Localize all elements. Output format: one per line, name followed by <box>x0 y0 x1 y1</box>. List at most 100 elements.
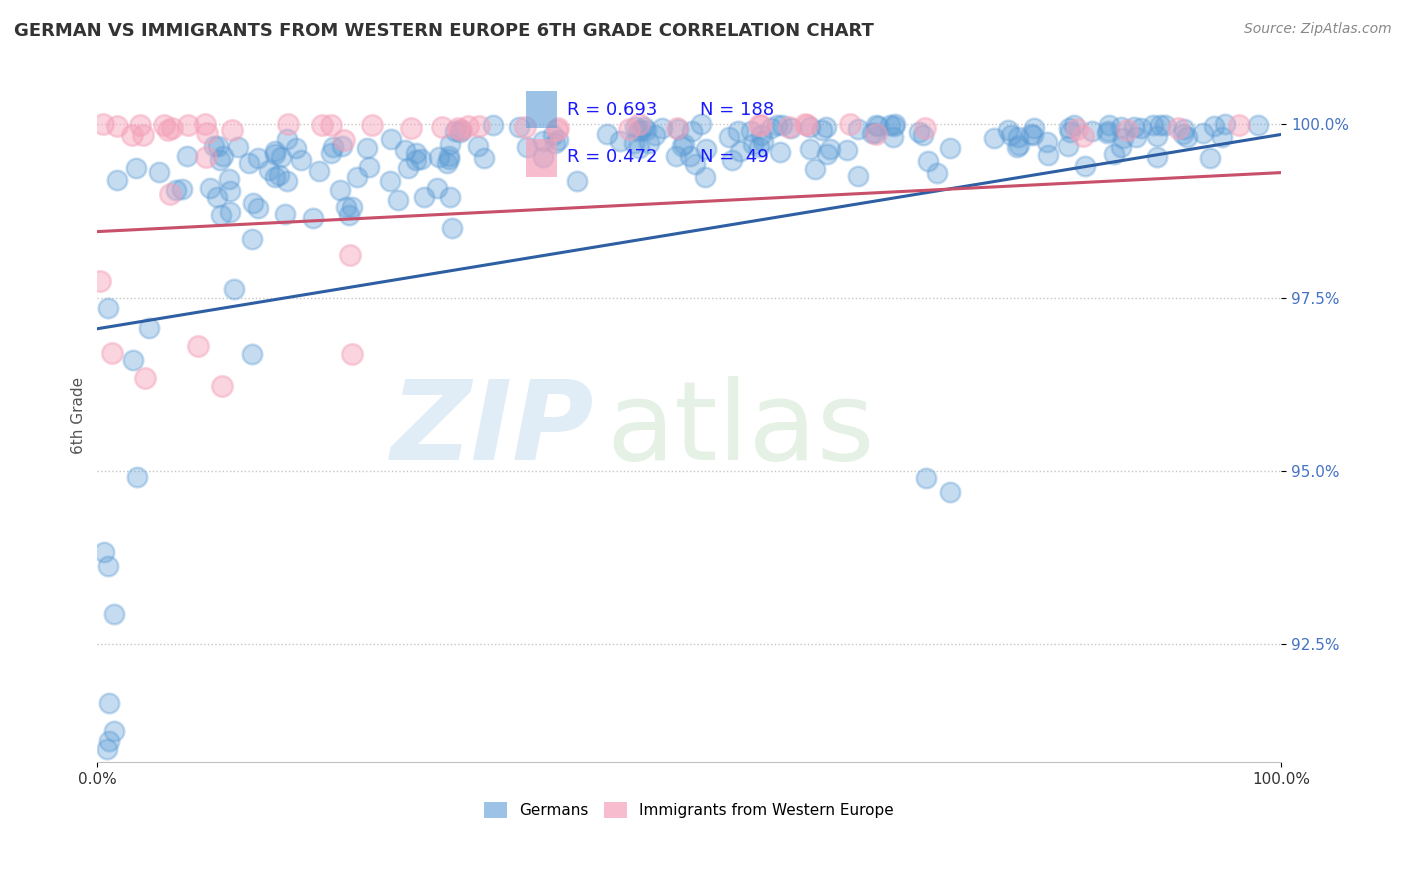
Point <box>439 137 461 152</box>
Point <box>276 174 298 188</box>
Point <box>165 183 187 197</box>
Point <box>159 187 181 202</box>
Point <box>219 205 242 219</box>
Point <box>247 201 270 215</box>
Point <box>644 128 666 142</box>
Point <box>1211 130 1233 145</box>
Point <box>547 121 569 136</box>
Point <box>105 173 128 187</box>
Point <box>134 371 156 385</box>
Point <box>1097 124 1119 138</box>
Point <box>765 118 787 132</box>
Point <box>914 120 936 135</box>
Point <box>238 156 260 170</box>
Point <box>339 248 361 262</box>
Point <box>860 126 883 140</box>
Point <box>447 120 470 135</box>
Point <box>472 151 495 165</box>
Point <box>222 283 245 297</box>
Point <box>1005 140 1028 154</box>
Point <box>482 119 505 133</box>
Point <box>1175 130 1198 145</box>
Point <box>93 545 115 559</box>
Point <box>468 119 491 133</box>
Point <box>596 127 619 141</box>
Point <box>1213 117 1236 131</box>
Point <box>623 136 645 150</box>
Point <box>187 339 209 353</box>
Point <box>276 131 298 145</box>
Point <box>127 470 149 484</box>
Point <box>810 123 832 137</box>
Point <box>1008 137 1031 152</box>
Point <box>97 696 120 710</box>
Point <box>1063 118 1085 132</box>
Point <box>340 347 363 361</box>
Point <box>1125 129 1147 144</box>
Point <box>835 144 858 158</box>
Point <box>405 153 427 168</box>
Point <box>627 141 650 155</box>
Point <box>1007 129 1029 144</box>
Point <box>457 119 479 133</box>
Text: atlas: atlas <box>606 376 875 483</box>
Text: GERMAN VS IMMIGRANTS FROM WESTERN EUROPE 6TH GRADE CORRELATION CHART: GERMAN VS IMMIGRANTS FROM WESTERN EUROPE… <box>14 22 875 40</box>
Point <box>1059 125 1081 139</box>
Point <box>205 190 228 204</box>
FancyBboxPatch shape <box>526 139 557 177</box>
Point <box>1080 123 1102 137</box>
Point <box>1057 120 1080 135</box>
Point <box>925 166 948 180</box>
Point <box>426 181 449 195</box>
Point <box>1022 128 1045 143</box>
Point <box>437 152 460 166</box>
Point <box>121 128 143 142</box>
Text: R = 0.472: R = 0.472 <box>567 148 657 166</box>
Point <box>264 144 287 158</box>
Point <box>396 161 419 175</box>
Point <box>308 164 330 178</box>
Point <box>330 139 353 153</box>
Point <box>630 123 652 137</box>
Point <box>156 123 179 137</box>
Point <box>769 145 792 159</box>
Point <box>1036 135 1059 149</box>
Point <box>938 141 960 155</box>
Point <box>194 117 217 131</box>
Point <box>1173 122 1195 136</box>
Point <box>721 153 744 168</box>
Point <box>1095 126 1118 140</box>
Point <box>671 139 693 153</box>
Point <box>666 121 689 136</box>
Point <box>132 128 155 142</box>
Point <box>983 131 1005 145</box>
Point <box>666 121 689 136</box>
Point <box>412 190 434 204</box>
Point <box>105 119 128 133</box>
Point <box>387 193 409 207</box>
Point <box>761 120 783 135</box>
Point <box>357 160 380 174</box>
Point <box>624 120 647 135</box>
Point <box>97 734 120 748</box>
Point <box>1109 120 1132 135</box>
Point <box>335 200 357 214</box>
Point <box>679 149 702 163</box>
Point <box>440 220 463 235</box>
Point <box>1199 151 1222 165</box>
Point <box>865 127 887 141</box>
Point <box>405 146 427 161</box>
Point <box>302 211 325 225</box>
Point <box>846 122 869 136</box>
Point <box>360 118 382 132</box>
Point <box>103 724 125 739</box>
Point <box>436 155 458 169</box>
Point <box>437 149 460 163</box>
Point <box>879 118 901 132</box>
Point <box>380 132 402 146</box>
Point <box>749 118 772 132</box>
Point <box>908 125 931 139</box>
Y-axis label: 6th Grade: 6th Grade <box>72 377 86 454</box>
Point <box>444 124 467 138</box>
Point <box>628 117 651 131</box>
